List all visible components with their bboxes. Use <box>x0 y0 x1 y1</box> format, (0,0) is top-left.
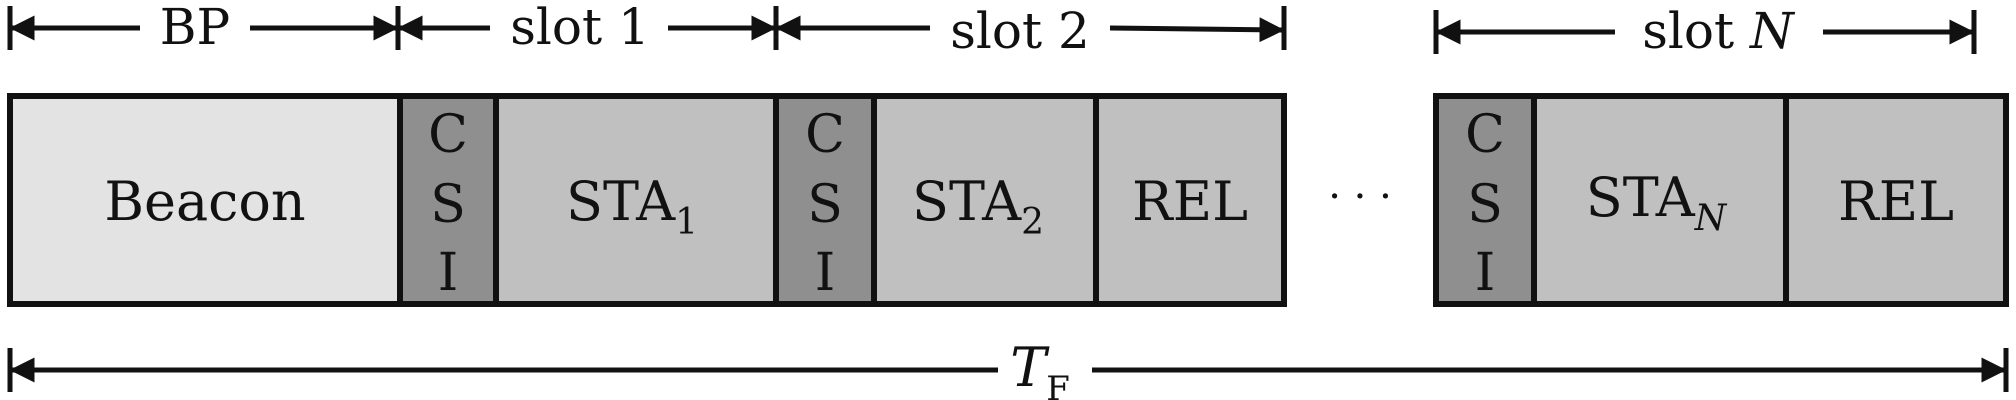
rel-label: REL <box>1838 170 1954 233</box>
csi-letter-s: S <box>1467 175 1503 235</box>
span-frame: TF <box>7 336 2009 400</box>
bp-label: BP <box>160 0 230 56</box>
rel-block-1 <box>1093 93 1287 307</box>
span-bp: BP <box>7 0 401 56</box>
csi-letter-i: I <box>1475 243 1496 303</box>
csi-letter-c: C <box>805 105 845 165</box>
sta-n-label: STAN <box>1586 166 1728 239</box>
ellipsis: · · · <box>1328 174 1392 220</box>
csi-letter-i: I <box>438 243 459 303</box>
span-slot-n: slot N <box>1433 2 1977 60</box>
span-slot-2: slot 2 <box>775 2 1287 60</box>
csi-block-n <box>1433 93 1537 307</box>
csi-letter-s: S <box>807 175 843 235</box>
sta-1-label: STA1 <box>566 170 698 243</box>
sta-1-block <box>493 93 779 307</box>
span-slot-1: slot 1 <box>397 0 779 56</box>
rel-block-n <box>1783 93 2009 307</box>
rel-label: REL <box>1132 170 1248 233</box>
sta-2-block <box>871 93 1099 307</box>
slot-n-label: slot N <box>1642 2 1796 60</box>
slot-2-label: slot 2 <box>950 2 1090 60</box>
frame-blocks: Beacon C S I STA1 C S I STA2 REL · · · C… <box>7 93 2009 307</box>
csi-letter-i: I <box>815 243 836 303</box>
csi-block-1 <box>397 93 499 307</box>
csi-letter-c: C <box>428 105 468 165</box>
beacon-label: Beacon <box>104 170 305 233</box>
csi-letter-s: S <box>430 175 466 235</box>
csi-letter-c: C <box>1465 105 1505 165</box>
frame-duration-label: TF <box>1010 336 1070 400</box>
csi-block-2 <box>773 93 877 307</box>
sta-2-label: STA2 <box>912 170 1044 243</box>
slot-1-label: slot 1 <box>510 0 650 56</box>
